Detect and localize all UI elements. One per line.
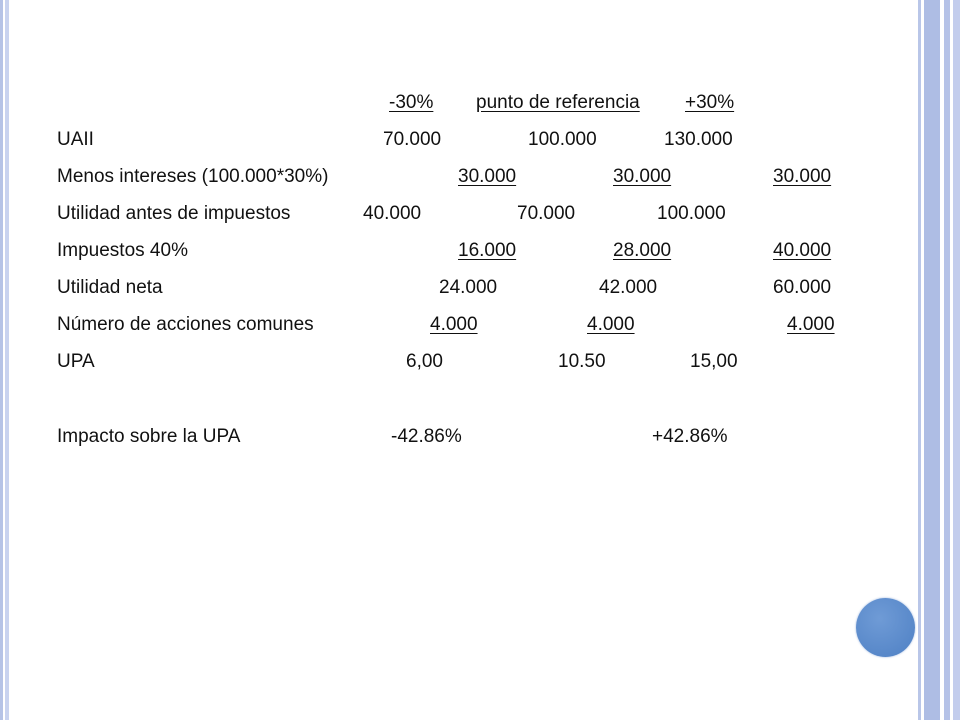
row-eps-value-2: 10.50 [558,351,606,372]
header-plus-30: +30% [685,92,735,113]
row-taxes-value-3: 40.000 [773,240,832,261]
row-pretax-value-2: 70.000 [517,203,576,224]
impact-minus-value: -42.86% [391,426,462,447]
left-border-decoration [0,0,9,720]
row-shares-value-3: 4.000 [787,314,835,335]
row-interest-value-3: 30.000 [773,166,832,187]
row-label-common-shares: Número de acciones comunes [57,314,314,335]
row-label-uaii: UAII [57,129,94,150]
row-uaii-value-3: 130.000 [664,129,733,150]
row-net-value-2: 42.000 [599,277,658,298]
row-taxes-value-1: 16.000 [458,240,517,261]
header-minus-30: -30% [389,92,434,113]
row-eps-value-3: 15,00 [690,351,738,372]
row-uaii-value-2: 100.000 [528,129,597,150]
row-pretax-value-1: 40.000 [363,203,422,224]
row-label-net-income: Utilidad neta [57,277,163,298]
row-label-interest: Menos intereses (100.000*30%) [57,166,329,187]
row-interest-value-2: 30.000 [613,166,672,187]
row-interest-value-1: 30.000 [458,166,517,187]
row-pretax-value-3: 100.000 [657,203,726,224]
row-label-pretax-income: Utilidad antes de impuestos [57,203,291,224]
row-label-eps: UPA [57,351,95,372]
row-taxes-value-2: 28.000 [613,240,672,261]
row-net-value-1: 24.000 [439,277,498,298]
row-eps-value-1: 6,00 [406,351,443,372]
impact-label: Impacto sobre la UPA [57,426,241,447]
impact-plus-value: +42.86% [652,426,728,447]
row-shares-value-1: 4.000 [430,314,478,335]
right-border-decoration [916,0,960,720]
row-uaii-value-1: 70.000 [383,129,442,150]
header-reference-point: punto de referencia [476,92,640,113]
row-label-taxes: Impuestos 40% [57,240,188,261]
row-net-value-3: 60.000 [773,277,832,298]
row-shares-value-2: 4.000 [587,314,635,335]
decorative-circle-icon [856,598,915,657]
